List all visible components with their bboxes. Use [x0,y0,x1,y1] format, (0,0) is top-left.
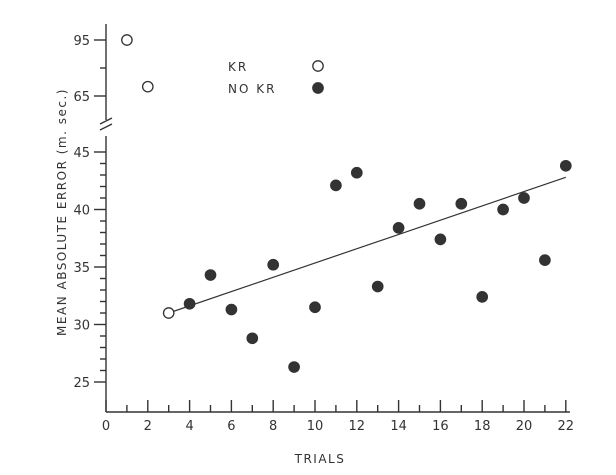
x-tick-label: 14 [390,419,407,434]
legend-label-no-kr: NO KR [228,82,276,96]
legend-marker-no-kr [312,82,324,94]
x-tick-label: 22 [558,419,575,434]
data-point-no-kr [497,203,509,216]
data-point-no-kr [434,233,447,246]
data-points [121,34,572,373]
x-tick-label: 4 [185,419,193,434]
trend-line-group [168,176,566,314]
x-axis-label: TRIALS [294,452,346,466]
data-point-no-kr [288,361,300,373]
data-point-no-kr [183,297,196,310]
x-tick-label: 16 [432,419,449,434]
y-tick-label: 65 [73,90,90,105]
x-tick-label: 12 [349,419,366,434]
y-tick-label: 40 [73,204,90,219]
data-point-no-kr [413,197,426,210]
data-point-kr [121,34,133,46]
data-point-no-kr [350,166,363,179]
data-point-no-kr [476,291,489,303]
legend-marker-kr [312,60,324,72]
data-point-no-kr [455,197,468,210]
x-tick-label: 18 [474,419,491,434]
data-point-no-kr [539,254,551,266]
data-point-kr [162,307,175,319]
data-point-no-kr [267,258,280,271]
legend-label-kr: KR [228,60,248,74]
x-tick-label: 6 [227,419,235,434]
data-point-no-kr [392,222,405,234]
y-axis-break-mark [99,123,113,131]
data-point-no-kr [518,192,530,204]
axes [99,24,570,413]
y-tick-label: 35 [73,261,90,276]
x-tick-label: 10 [307,419,324,434]
data-point-no-kr [559,159,572,172]
x-tick-label: 20 [516,419,533,434]
legend: KR NO KR [228,60,324,96]
trend-line [168,176,566,314]
x-tick-label: 8 [269,419,277,434]
data-point-no-kr [225,303,238,316]
y-tick-label: 45 [73,146,90,161]
data-point-no-kr [246,332,259,345]
y-axis-break-mark [99,117,113,125]
data-point-no-kr [330,179,342,192]
y-tick-label: 95 [73,34,90,49]
y-axis-label: MEAN ABSOLUTE ERROR (m. sec.) [55,88,69,336]
y-tick-label: 30 [73,319,90,334]
data-point-no-kr [204,269,217,281]
y-tick-label: 25 [73,376,90,391]
data-point-no-kr [309,301,321,314]
data-point-no-kr [371,280,384,293]
ticks: 0 2 4 6 8 10 12 14 16 18 20 22 25 30 35 40 45 65 95 [73,34,574,434]
x-tick-label: 2 [144,419,152,434]
data-point-kr [141,80,154,93]
x-tick-label: 0 [102,419,110,434]
